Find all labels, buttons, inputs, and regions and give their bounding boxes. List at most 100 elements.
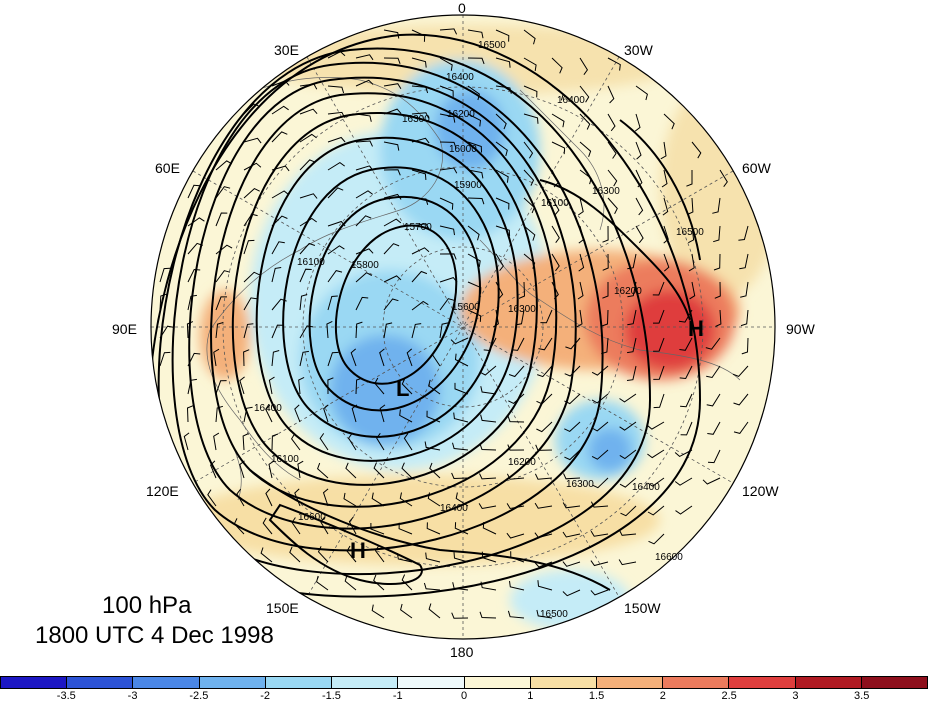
wind-barb — [495, 169, 509, 183]
wind-barb — [523, 113, 539, 124]
wind-barb — [688, 225, 695, 244]
wind-barb — [243, 188, 260, 199]
wind-barb — [618, 529, 637, 536]
wind-barb — [299, 159, 316, 171]
wind-barb — [579, 113, 591, 130]
wind-barb — [401, 462, 413, 479]
wind-barb — [439, 322, 449, 339]
wind-barb — [271, 190, 290, 199]
wind-barb — [450, 337, 469, 345]
wind-barb — [564, 449, 581, 461]
wind-barb — [453, 552, 469, 563]
wind-barb — [411, 270, 428, 283]
contour-label: 16300 — [402, 114, 430, 125]
warm-spot-west — [200, 290, 250, 380]
wind-barb — [451, 612, 469, 619]
wind-barb — [159, 325, 174, 339]
wind-barb — [536, 609, 553, 619]
wind-barb — [271, 241, 285, 255]
wind-barb — [411, 323, 422, 339]
wind-barb — [653, 309, 665, 324]
wind-barb — [243, 271, 260, 283]
wind-barb — [648, 533, 665, 545]
colorbar-swatch — [861, 677, 928, 688]
wind-barb — [607, 113, 616, 132]
wind-barb — [479, 611, 497, 619]
wind-barb — [551, 113, 565, 128]
wind-barb — [327, 187, 344, 199]
wind-barb — [679, 365, 693, 380]
wind-barb — [590, 589, 609, 596]
wind-barb — [428, 379, 441, 395]
wind-barb — [495, 113, 507, 130]
wind-barb — [579, 141, 592, 157]
wind-barb — [297, 460, 304, 479]
wind-barb — [236, 488, 245, 507]
wind-barb — [320, 516, 329, 535]
wind-barb — [480, 386, 497, 395]
wind-barb — [495, 141, 508, 157]
wind-barb — [662, 197, 669, 216]
wind-barb — [495, 225, 511, 237]
wind-barb — [439, 28, 458, 35]
wind-barb — [607, 141, 617, 159]
colorbar-swatch — [464, 677, 531, 688]
wind-barb — [327, 136, 346, 143]
wind-barb — [680, 393, 693, 408]
wind-barb — [680, 421, 693, 436]
wind-barb — [509, 580, 525, 591]
wind-barb — [647, 477, 665, 487]
wind-barb — [607, 57, 621, 71]
colorbar-swatch — [729, 677, 796, 688]
wind-barb — [383, 298, 399, 311]
wind-barb — [299, 325, 314, 339]
wind-barb — [551, 253, 560, 272]
wind-barb — [439, 225, 455, 236]
wind-barb — [239, 460, 245, 479]
wind-barb — [663, 113, 675, 130]
colorbar-tick-label: 2 — [659, 690, 666, 702]
wind-barb — [383, 57, 401, 64]
wind-barb — [483, 337, 497, 352]
wind-barb — [508, 365, 525, 378]
colorbar-tick-label: -1.5 — [321, 690, 341, 702]
contour-label: 15700 — [404, 222, 432, 233]
wind-barb — [564, 365, 581, 377]
colorbar-swatch — [1, 677, 68, 688]
wind-barb — [467, 169, 484, 179]
wind-barb — [619, 421, 637, 431]
wind-barb — [534, 561, 553, 568]
wind-barb — [411, 85, 429, 94]
wind-barb — [243, 103, 260, 115]
wind-barb — [399, 492, 413, 507]
wind-barb — [187, 268, 201, 283]
wind-barb — [707, 449, 721, 464]
wind-barb — [467, 141, 482, 153]
wind-barb — [346, 545, 357, 563]
wind-barb — [540, 309, 553, 324]
wind-barb — [467, 225, 480, 241]
wind-barb — [467, 57, 485, 65]
wind-barb — [215, 186, 231, 199]
wind-barb — [579, 85, 590, 103]
wind-barb — [242, 433, 249, 451]
wind-barb — [523, 85, 538, 98]
wind-barb — [602, 253, 609, 271]
wind-barb — [403, 433, 413, 451]
wind-barb — [239, 376, 245, 395]
wind-barb — [348, 516, 357, 535]
wind-barb — [495, 85, 512, 94]
wind-barb — [551, 169, 559, 188]
wind-barb — [590, 501, 609, 508]
wind-barb — [562, 589, 581, 597]
wind-barb — [345, 462, 357, 479]
wind-barb — [663, 225, 669, 244]
wind-barb — [713, 225, 721, 243]
wind-barb — [733, 393, 749, 406]
colorbar-tick-label: 3 — [792, 690, 799, 702]
wind-barb — [518, 281, 526, 299]
wind-barb — [551, 197, 560, 216]
wind-barb — [732, 365, 749, 377]
colorbar-tick-label: -3 — [127, 690, 138, 702]
colorbar-tick-label: 3.5 — [854, 690, 870, 702]
